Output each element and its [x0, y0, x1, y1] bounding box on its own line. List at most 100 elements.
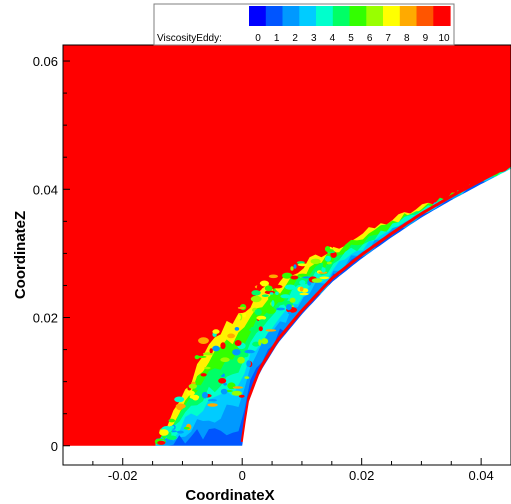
- legend-level-label: 3: [311, 33, 317, 44]
- turbulent-patch: [302, 276, 311, 279]
- axis-ticks: [63, 60, 511, 465]
- turbulent-patch: [232, 386, 244, 389]
- turbulent-patch: [325, 255, 331, 262]
- turbulent-patch: [250, 295, 262, 303]
- legend-level-label: 1: [274, 33, 280, 44]
- x-tick-label: -0.02: [108, 468, 138, 483]
- turbulent-patch: [299, 292, 309, 296]
- legend-swatch: [316, 6, 334, 26]
- turbulent-patch: [249, 328, 259, 332]
- turbulent-patch: [207, 403, 218, 407]
- turbulent-patch: [287, 311, 292, 315]
- turbulent-patch: [220, 357, 230, 363]
- turbulent-patch: [258, 319, 266, 324]
- y-tick-label: 0: [51, 439, 58, 454]
- turbulent-patch: [238, 394, 245, 398]
- turbulent-patch: [159, 429, 169, 436]
- turbulent-patch: [216, 369, 224, 376]
- legend-swatch: [265, 6, 284, 26]
- turbulent-patch: [286, 304, 292, 311]
- legend-level-label: 4: [330, 33, 336, 44]
- wall-layer: [240, 163, 511, 443]
- turbulent-patch: [264, 285, 273, 292]
- turbulent-patch: [174, 396, 185, 403]
- turbulent-patch: [297, 263, 308, 267]
- turbulent-patch: [289, 297, 296, 303]
- y-tick-label: 0.02: [33, 311, 58, 326]
- turbulent-patch: [212, 329, 220, 334]
- x-tick-label: 0: [239, 468, 246, 483]
- turbulent-patch: [198, 337, 209, 344]
- turbulent-patch: [290, 266, 294, 271]
- x-axis-title: CoordinateX: [185, 487, 274, 504]
- turbulent-patch: [244, 376, 250, 379]
- turbulent-patch: [269, 292, 274, 295]
- turbulent-patch: [326, 261, 332, 265]
- body-shape: [242, 168, 511, 465]
- turbulent-patch: [237, 306, 246, 310]
- turbulent-patch: [200, 373, 207, 377]
- turbulent-patch: [327, 249, 334, 252]
- x-tick-label: 0.02: [349, 468, 374, 483]
- turbulent-patch: [232, 349, 241, 356]
- below-symmetry-region: [63, 445, 511, 465]
- turbulent-patch: [259, 280, 269, 287]
- turbulent-patch: [207, 399, 217, 402]
- turbulent-patch: [242, 312, 247, 318]
- turbulent-patch: [299, 280, 306, 286]
- x-tick-labels: -0.02 0 0.02 0.04: [108, 468, 494, 483]
- legend-swatch: [249, 6, 267, 26]
- turbulent-patch: [189, 395, 200, 399]
- legend-swatch: [416, 6, 434, 26]
- turbulent-patch: [275, 291, 279, 295]
- turbulent-patch: [186, 390, 195, 396]
- turbulent-patch: [169, 425, 175, 429]
- turbulent-patch: [321, 266, 326, 273]
- x-tick-label: 0.04: [468, 468, 493, 483]
- turbulent-patch: [256, 315, 267, 321]
- turbulent-patch: [330, 251, 337, 258]
- turbulent-patch: [290, 275, 299, 280]
- turbulent-patch: [234, 340, 242, 346]
- turbulent-patch: [296, 261, 305, 265]
- y-tick-labels: 0 0.02 0.04 0.06: [33, 54, 58, 454]
- turbulent-patch: [218, 378, 227, 384]
- turbulent-patch: [244, 349, 255, 354]
- legend-swatch: [399, 6, 418, 26]
- turbulent-patch: [273, 284, 283, 289]
- legend-level-label: 8: [404, 33, 410, 44]
- turbulent-patch: [261, 338, 269, 345]
- turbulent-patch: [223, 382, 227, 386]
- turbulent-patch: [168, 418, 176, 423]
- legend-level-label: 5: [348, 33, 354, 44]
- turbulent-patch: [175, 403, 186, 409]
- y-tick-label: 0.06: [33, 54, 58, 69]
- legend-level-label: 6: [367, 33, 373, 44]
- legend-level-label: 2: [292, 33, 298, 44]
- legend-swatch: [433, 6, 451, 26]
- turbulent-patch: [318, 271, 328, 274]
- turbulent-patch: [293, 264, 297, 269]
- legend-title: ViscosityEddy:: [157, 33, 222, 44]
- turbulent-patch: [310, 258, 321, 264]
- legend-swatch: [349, 6, 367, 26]
- legend-level-label: 0: [255, 33, 261, 44]
- turbulent-patch: [282, 272, 293, 279]
- turbulent-patch: [157, 440, 166, 445]
- turbulent-patch: [246, 360, 251, 367]
- color-legend: ViscosityEddy: 0 1 2 3 4 5 6 7 8 9 10: [153, 3, 455, 46]
- turbulent-patch: [251, 290, 261, 296]
- turbulent-patch: [237, 356, 245, 364]
- turbulent-patch: [322, 263, 326, 268]
- turbulent-patch: [234, 327, 240, 331]
- legend-level-label: 10: [438, 33, 450, 44]
- turbulent-patch: [268, 296, 275, 300]
- legend-swatch: [383, 6, 401, 26]
- turbulent-patch: [258, 326, 263, 332]
- turbulent-patch: [284, 284, 296, 290]
- turbulent-patch: [183, 426, 190, 430]
- turbulent-patch: [209, 348, 213, 354]
- turbulent-patch: [252, 341, 260, 347]
